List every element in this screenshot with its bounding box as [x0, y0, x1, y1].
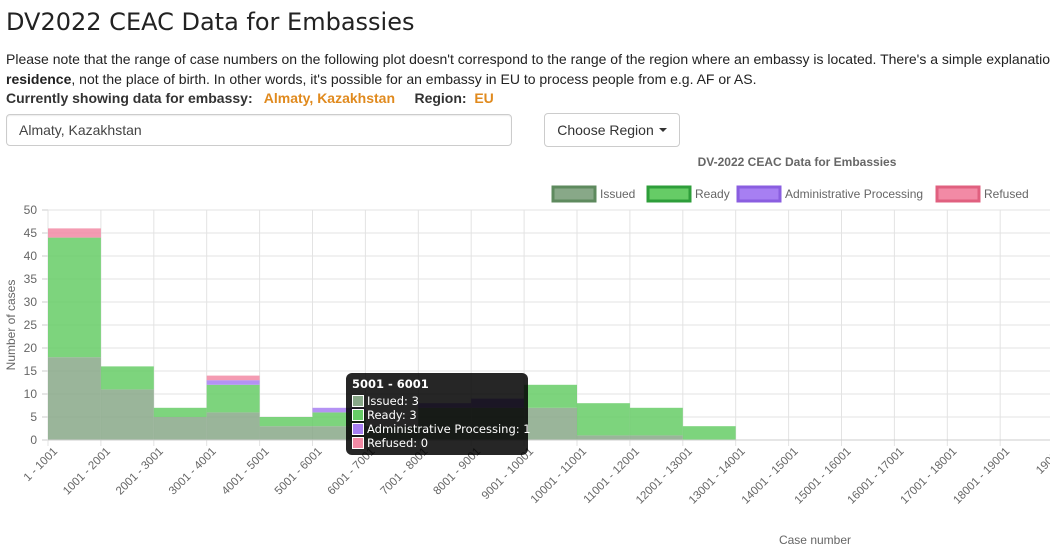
- note-bold: residence: [6, 71, 72, 87]
- legend-label: Issued: [600, 187, 635, 201]
- x-tick-label: 11001 - 12001: [582, 446, 642, 506]
- y-tick-label: 40: [24, 249, 38, 263]
- x-tick-label: 16001 - 17001: [846, 446, 907, 507]
- bar-issued: [48, 357, 101, 440]
- tooltip-title: 5001 - 6001: [352, 377, 429, 391]
- region-label: Region:: [414, 90, 467, 106]
- bar-administrative-processing: [312, 407, 366, 413]
- chart-title: DV-2022 CEAC Data for Embassies: [698, 155, 897, 169]
- tooltip-row-ready: Ready: 3: [352, 408, 522, 422]
- bar-refused: [48, 228, 101, 238]
- tooltip-row-ap: Administrative Processing: 1: [352, 422, 531, 436]
- bar-ready: [206, 384, 260, 413]
- bar-administrative-processing: [206, 380, 260, 385]
- y-tick-label: 15: [24, 364, 38, 378]
- x-tick-label: 12001 - 13001: [634, 446, 695, 507]
- caret-down-icon: [658, 128, 667, 132]
- x-tick-label: 3001 - 4001: [167, 446, 219, 498]
- bar-ready: [682, 426, 736, 440]
- y-tick-label: 30: [24, 295, 38, 309]
- tooltip-swatch-ap: [352, 423, 364, 435]
- legend-swatch: [736, 185, 782, 203]
- legend-label: Refused: [984, 187, 1029, 201]
- x-tick-label: 14001 - 15001: [740, 446, 801, 507]
- bar-ready: [629, 407, 683, 436]
- y-tick-label: 10: [24, 387, 38, 401]
- choose-region-button[interactable]: Choose Region: [544, 113, 680, 147]
- embassy-name: Almaty, Kazakhstan: [263, 90, 395, 106]
- bar-issued: [153, 417, 207, 440]
- chart-tooltip: 5001 - 6001 Issued: 3 Ready: 3 Administr…: [346, 373, 531, 455]
- x-tick-label: 5001 - 6001: [273, 446, 325, 498]
- bar-issued: [524, 407, 577, 440]
- bar-issued: [259, 426, 313, 440]
- tooltip-refused: Refused: 0: [367, 436, 429, 450]
- x-tick-label: 1 - 1001: [22, 446, 60, 484]
- bar-issued: [577, 435, 630, 440]
- page-title: DV2022 CEAC Data for Embassies: [6, 8, 415, 36]
- tooltip-ready: Ready: 3: [367, 408, 417, 422]
- legend-label: Ready: [695, 187, 730, 201]
- y-tick-label: 45: [24, 226, 38, 240]
- y-tick-label: 0: [30, 433, 37, 447]
- bar-ready: [48, 237, 101, 358]
- tooltip-swatch-issued: [352, 395, 364, 407]
- bar-ready: [577, 403, 630, 436]
- bar-issued: [206, 412, 260, 440]
- choose-region-label: Choose Region: [557, 122, 654, 138]
- x-tick-label: 13001 - 14001: [687, 446, 748, 507]
- x-tick-label: 4001 - 5001: [220, 446, 272, 498]
- embassy-search-input[interactable]: [6, 114, 512, 146]
- bar-issued: [100, 389, 154, 440]
- bar-ready: [524, 384, 577, 408]
- tooltip-swatch-ready: [352, 409, 364, 421]
- legend-swatch: [646, 185, 692, 203]
- bar-ready: [100, 366, 154, 390]
- note-text-2: , not the place of birth. In other words…: [71, 71, 757, 87]
- tooltip-ap: Administrative Processing: 1: [367, 422, 531, 436]
- tooltip-row-issued: Issued: 3: [352, 394, 522, 408]
- x-tick-label: 18001 - 19001: [951, 446, 1012, 507]
- region-value: EU: [474, 90, 494, 106]
- y-tick-label: 50: [24, 203, 38, 217]
- y-tick-label: 35: [24, 272, 38, 286]
- x-tick-label: 17001 - 18001: [898, 446, 959, 507]
- y-axis-label: Number of cases: [4, 280, 18, 371]
- legend-label: Administrative Processing: [785, 187, 923, 201]
- bar-refused: [206, 375, 260, 381]
- note-text-1: Please note that the range of case numbe…: [6, 51, 1050, 67]
- y-tick-label: 20: [24, 341, 38, 355]
- tooltip-swatch-refused: [352, 437, 364, 449]
- x-tick-label: 19001: [1034, 446, 1050, 477]
- tooltip-issued: Issued: 3: [367, 394, 419, 408]
- x-tick-label: 2001 - 3001: [114, 446, 166, 498]
- x-tick-label: 10001 - 11001: [529, 446, 589, 506]
- bar-issued: [629, 435, 683, 440]
- bar-ready: [153, 407, 207, 417]
- x-axis-label: Case number: [779, 533, 851, 547]
- bar-ready: [259, 417, 313, 427]
- current-embassy-line: Currently showing data for embassy: Alma…: [6, 90, 494, 106]
- x-tick-label: 1001 - 2001: [61, 446, 113, 498]
- y-tick-label: 25: [24, 318, 38, 332]
- x-tick-label: 15001 - 16001: [793, 446, 854, 507]
- y-tick-label: 5: [30, 410, 37, 424]
- showing-label: Currently showing data for embassy:: [6, 90, 253, 106]
- explanation-note: Please note that the range of case numbe…: [6, 49, 1050, 89]
- legend-swatch: [551, 185, 597, 203]
- tooltip-row-refused: Refused: 0: [352, 436, 522, 450]
- legend-swatch: [935, 185, 981, 203]
